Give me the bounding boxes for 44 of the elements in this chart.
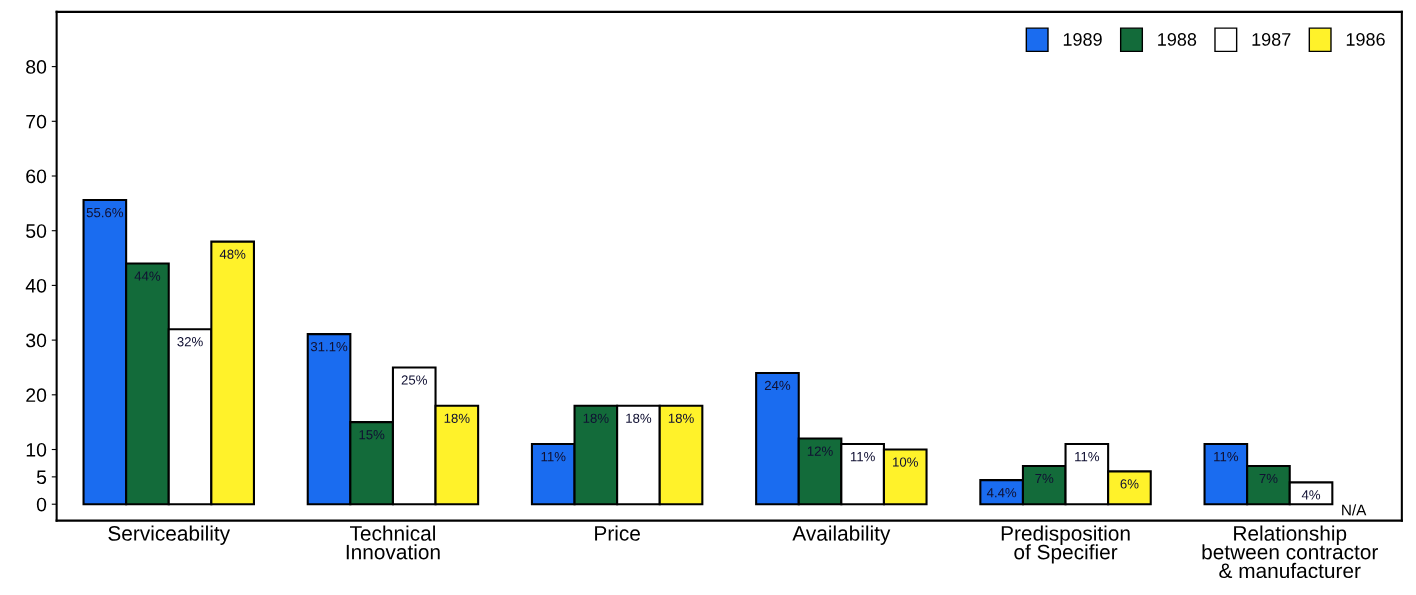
y-tick-label: 20 xyxy=(26,388,47,403)
y-tick-label: 40 xyxy=(25,278,47,293)
y-tick-label: 10 xyxy=(26,442,47,457)
x-tick-label: Price xyxy=(595,525,640,541)
x-tick-label: Serviceability xyxy=(108,525,231,545)
legend-label: 1988 xyxy=(1158,33,1197,46)
legend-label: 1989 xyxy=(1063,33,1102,46)
data-label: 11% xyxy=(1075,451,1100,462)
data-label: 18% xyxy=(668,413,694,423)
data-label: 11% xyxy=(850,451,875,462)
y-tick-label: 80 xyxy=(26,60,47,74)
x-tick-label: Technical Innovation xyxy=(346,525,440,560)
y-tick-label: 5 xyxy=(36,470,47,485)
data-label: 18% xyxy=(444,413,470,423)
data-label: 24% xyxy=(764,380,791,391)
data-label: 18% xyxy=(583,413,609,423)
x-tick-label: Relationship between contractor & manufacturer xyxy=(1202,525,1378,579)
data-label: 18% xyxy=(626,413,652,423)
data-label: 48% xyxy=(219,249,246,259)
data-label: 7% xyxy=(1035,473,1054,484)
data-label: 25% xyxy=(401,375,427,385)
data-label: 10% xyxy=(893,457,918,467)
text: N/A xyxy=(1342,504,1367,516)
data-label: 15% xyxy=(359,430,385,440)
data-label: 7% xyxy=(1259,473,1278,484)
x-tick-label: Predisposition of Specifier xyxy=(1001,525,1130,564)
y-tick-label: 70 xyxy=(26,114,47,129)
data-label: 55.6% xyxy=(86,207,124,218)
y-tick-label: 60 xyxy=(26,169,47,184)
legend-label: 1986 xyxy=(1346,33,1385,46)
y-tick-label: 0 xyxy=(36,497,47,512)
data-label: 31.1% xyxy=(310,341,348,352)
data-label: 11% xyxy=(1214,451,1239,462)
data-label: 11% xyxy=(541,451,566,462)
y-tick-label: 50 xyxy=(26,224,47,238)
data-label: 32% xyxy=(177,337,203,347)
data-label: 12% xyxy=(807,446,833,456)
legend-label: 1987 xyxy=(1252,33,1291,46)
data-label: 4% xyxy=(1301,490,1321,500)
x-tick-label: Availability xyxy=(792,525,891,545)
y-tick-label: 30 xyxy=(26,333,47,348)
data-label: 6% xyxy=(1120,479,1139,489)
data-label: 44% xyxy=(134,271,161,281)
data-label: 4.4% xyxy=(986,488,1017,498)
